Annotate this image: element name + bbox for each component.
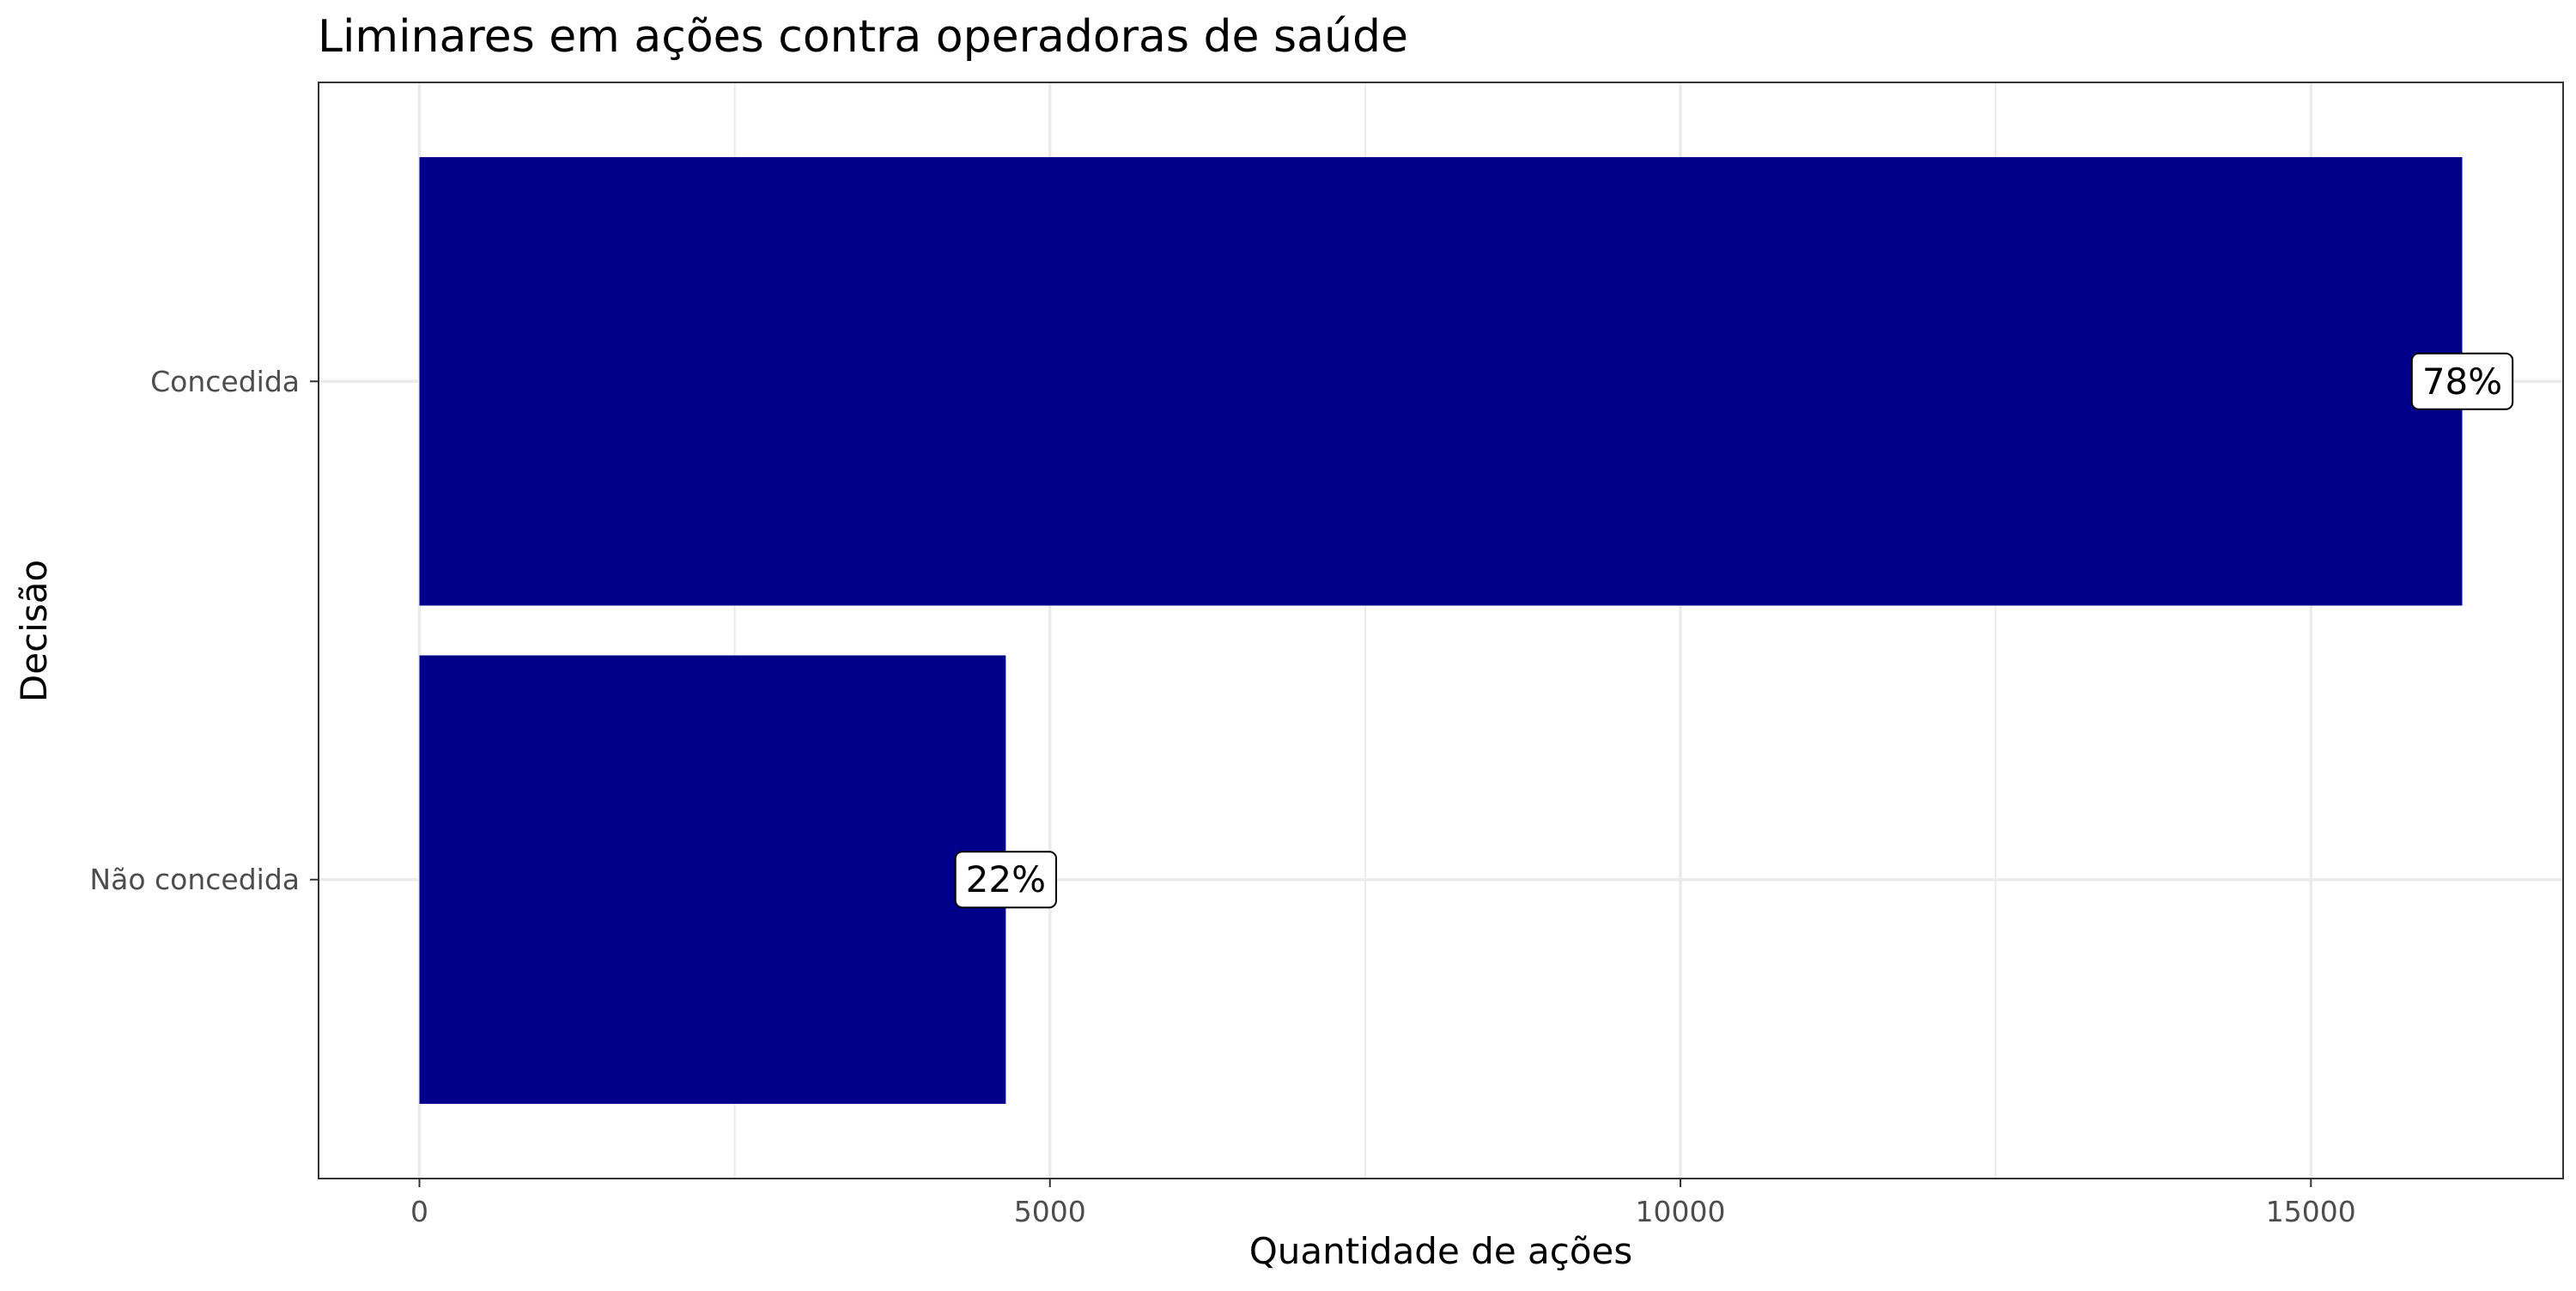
- data-label-text: 22%: [966, 858, 1046, 900]
- y-axis-ticks: Concedida Não concedida: [89, 365, 319, 896]
- x-tick-label: 10000: [1636, 1195, 1726, 1228]
- bar-concedida: [419, 157, 2463, 606]
- x-tick-label: 5000: [1014, 1195, 1086, 1228]
- x-tick-label: 0: [410, 1195, 428, 1228]
- data-label: 22%: [954, 851, 1058, 909]
- y-tick-label: Concedida: [150, 365, 300, 398]
- data-label: 78%: [2410, 352, 2514, 410]
- y-axis-title: Decisão: [13, 560, 55, 702]
- data-labels: 78% 22%: [954, 352, 2514, 909]
- x-tick-label: 15000: [2266, 1195, 2356, 1228]
- bar-nao-concedida: [419, 655, 1006, 1104]
- plot-panel-border: [318, 82, 2564, 1179]
- x-axis-title: Quantidade de ações: [1249, 1230, 1633, 1272]
- chart-title: Liminares em ações contra operadoras de …: [318, 11, 1408, 63]
- x-axis-ticks: 0 5000 10000 15000: [410, 1179, 2356, 1228]
- data-label-box: [2410, 352, 2514, 410]
- data-label-box: [954, 851, 1058, 909]
- data-label-text: 78%: [2422, 361, 2502, 403]
- bars: [419, 157, 2463, 1104]
- y-tick-label: Não concedida: [89, 863, 300, 896]
